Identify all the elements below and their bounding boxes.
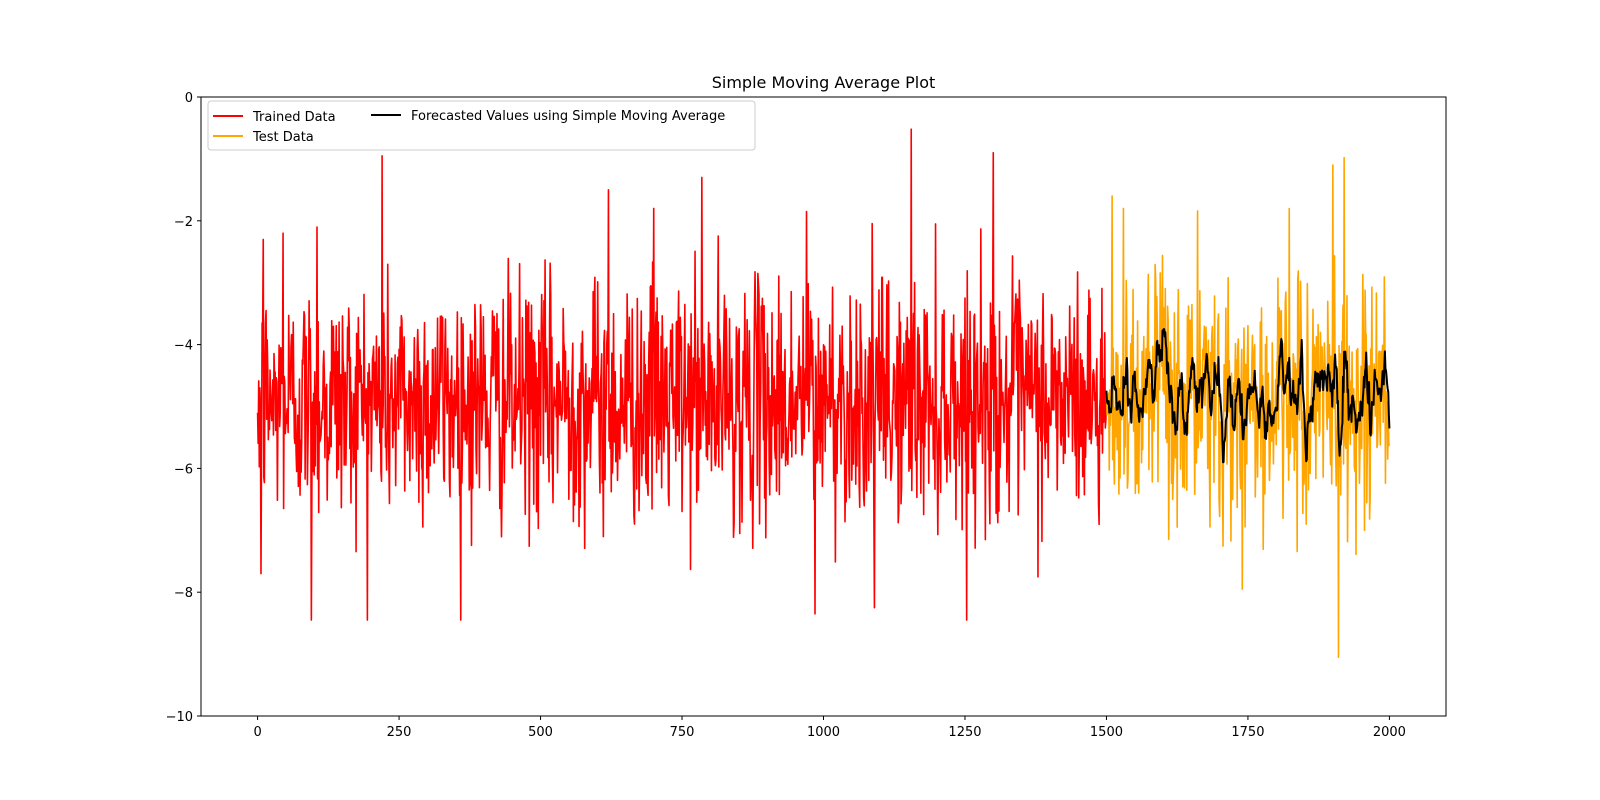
legend-label: Test Data [252,130,314,145]
x-tick-label: 750 [670,725,695,740]
x-tick-label: 500 [528,725,553,740]
x-tick-label: 0 [253,725,261,740]
series-line-3 [1105,328,1391,464]
y-tick-label: 0 [185,91,193,106]
series-line-1 [256,128,1108,621]
legend: Trained Data Test Data Forecasted Values u… [207,100,756,151]
y-tick-label: −8 [174,586,193,601]
x-tick-label: 1000 [807,725,840,740]
x-tick-label: 1750 [1231,725,1264,740]
y-axis: 0 −2 −4 −6 −8 −10 [166,91,201,725]
legend-box [207,100,756,151]
series-layer [256,128,1391,658]
y-tick-label: −4 [174,339,193,354]
x-axis: 0 250 500 750 1000 1250 1500 1750 2000 [253,716,1406,740]
series-line-2 [1105,156,1391,658]
legend-label: Trained Data [252,110,336,125]
x-tick-label: 1250 [948,725,981,740]
y-tick-label: −2 [174,215,193,230]
x-tick-label: 250 [387,725,412,740]
chart-title: Simple Moving Average Plot [712,73,936,92]
x-tick-label: 1500 [1090,725,1123,740]
y-tick-label: −6 [174,462,193,477]
legend-label: Forecasted Values using Simple Moving Av… [411,109,725,124]
y-tick-label: −10 [166,710,193,725]
x-tick-label: 2000 [1373,725,1406,740]
